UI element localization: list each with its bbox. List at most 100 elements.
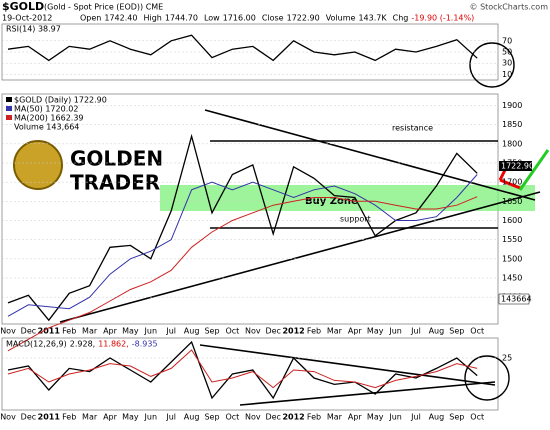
x-tick-label: Feb (307, 413, 321, 422)
x-tick-label: Jul (410, 413, 421, 422)
legend-entry: MA(50) 1720.02 (14, 105, 78, 114)
x-tick-label: Jul (165, 327, 176, 336)
x-tick-label: Mar (82, 327, 98, 336)
legend-entry: Volume 143,664 (14, 123, 79, 132)
x-tick-label: Apr (348, 327, 363, 336)
x-tick-label: 2011 (38, 413, 61, 422)
circle (464, 355, 510, 401)
x-tick-label: 2011 (38, 327, 61, 336)
y-tick-label: 1650 (502, 197, 522, 206)
quote-value: 1742.40 (104, 14, 137, 23)
x-tick-label: Sep (449, 413, 464, 422)
quote-label: Open (80, 14, 101, 23)
series-line (7, 34, 478, 62)
x-tick-label: Nov (0, 327, 16, 336)
legend-swatch (6, 97, 12, 102)
x-tick-label: Mar (327, 327, 343, 336)
quote-value: 1722.90 (287, 14, 320, 23)
y-tick-label: 70 (502, 36, 512, 45)
x-tick-label: Oct (470, 413, 484, 422)
logo-text: TRADER (70, 171, 160, 195)
y-tick-label: 50 (502, 48, 512, 57)
x-tick-label: Sep (204, 413, 219, 422)
x-tick-label: Feb (62, 327, 76, 336)
series-line (7, 349, 478, 389)
panel-title: RSI(14) 38.97 (6, 25, 61, 34)
x-tick-label: Apr (103, 413, 118, 422)
x-tick-label: Jul (165, 413, 176, 422)
quote-label: Low (204, 14, 220, 23)
legend-swatch (6, 115, 12, 120)
annotation: resistance (392, 124, 433, 133)
y-tick-label: 10 (502, 70, 512, 79)
trendlines (59, 109, 541, 406)
y-tick-label: 1600 (502, 216, 522, 225)
x-tick-label: Jun (388, 327, 402, 336)
x-tick-label: Aug (429, 327, 445, 336)
x-tick-label: May (367, 413, 384, 422)
legend-swatch (6, 106, 12, 111)
x-tick-label: Nov (245, 413, 261, 422)
quote-label: Chg (393, 14, 409, 23)
x-tick-label: Mar (82, 413, 98, 422)
annotation: support (340, 215, 371, 224)
y-tick-label: 1450 (502, 274, 522, 283)
y-tick-label: 1800 (502, 139, 522, 148)
subtitle: (Gold - Spot Price (EOD)) CME (44, 3, 163, 12)
series-line (7, 174, 478, 317)
y-tick-label: 1850 (502, 120, 522, 129)
y-tick-label: 1900 (502, 101, 522, 110)
x-tick-label: Dec (21, 413, 36, 422)
legend-value: 11.862, (98, 340, 129, 349)
x-tick-label: 2012 (282, 327, 304, 336)
x-tick-label: Feb (62, 413, 76, 422)
x-tick-label: Nov (245, 327, 261, 336)
y-tick-label: 1700 (502, 178, 522, 187)
x-tick-label: Apr (348, 413, 363, 422)
x-tick-label: Mar (327, 413, 343, 422)
x-tick-label: Dec (265, 413, 280, 422)
series-line (7, 196, 478, 352)
ticker: $GOLD (2, 0, 44, 13)
buy-zone (160, 185, 535, 211)
y-tick-label: 30 (502, 59, 512, 68)
x-tick-label: Oct (470, 327, 484, 336)
panel-title: MACD(12,26,9) (6, 340, 67, 349)
source: © StockCharts.com (470, 3, 549, 12)
quote-value: 143.7K (358, 14, 387, 23)
x-tick-label: Feb (307, 327, 321, 336)
volume-value: 143664 (501, 295, 532, 304)
x-tick-label: Oct (225, 327, 239, 336)
x-tick-label: Dec (21, 327, 36, 336)
date: 19-Oct-2012 (2, 14, 52, 23)
quote-label: High (143, 14, 161, 23)
x-tick-label: Nov (0, 413, 16, 422)
last-value: 1722.90 (501, 162, 534, 171)
legend-value: -8.935 (132, 340, 158, 349)
x-tick-label: Apr (103, 327, 118, 336)
quote-value: 1744.70 (165, 14, 198, 23)
x-tick-label: Sep (204, 327, 219, 336)
x-tick-label: Dec (265, 327, 280, 336)
legend-entry: $GOLD (Daily) 1722.90 (14, 96, 107, 105)
y-tick-label: 25 (502, 354, 512, 363)
quote-label: Close (262, 14, 284, 23)
x-tick-label: Aug (184, 413, 200, 422)
x-tick-label: 2012 (282, 413, 304, 422)
y-tick-label: 1500 (502, 254, 522, 263)
legend-value: 2.928, (70, 340, 95, 349)
x-tick-label: Jul (410, 327, 421, 336)
quote-value: -19.90 (-1.14%) (411, 14, 474, 23)
series-line (7, 133, 478, 322)
y-tick-label: 1550 (502, 235, 522, 244)
x-tick-label: May (367, 327, 384, 336)
logo-text: GOLDEN (70, 147, 163, 171)
circle (469, 42, 515, 88)
x-tick-label: May (122, 413, 139, 422)
box (499, 161, 532, 171)
box (498, 293, 530, 305)
quote-value: 1716.00 (223, 14, 256, 23)
logo-coin (13, 140, 63, 190)
x-tick-label: Jun (144, 413, 158, 422)
